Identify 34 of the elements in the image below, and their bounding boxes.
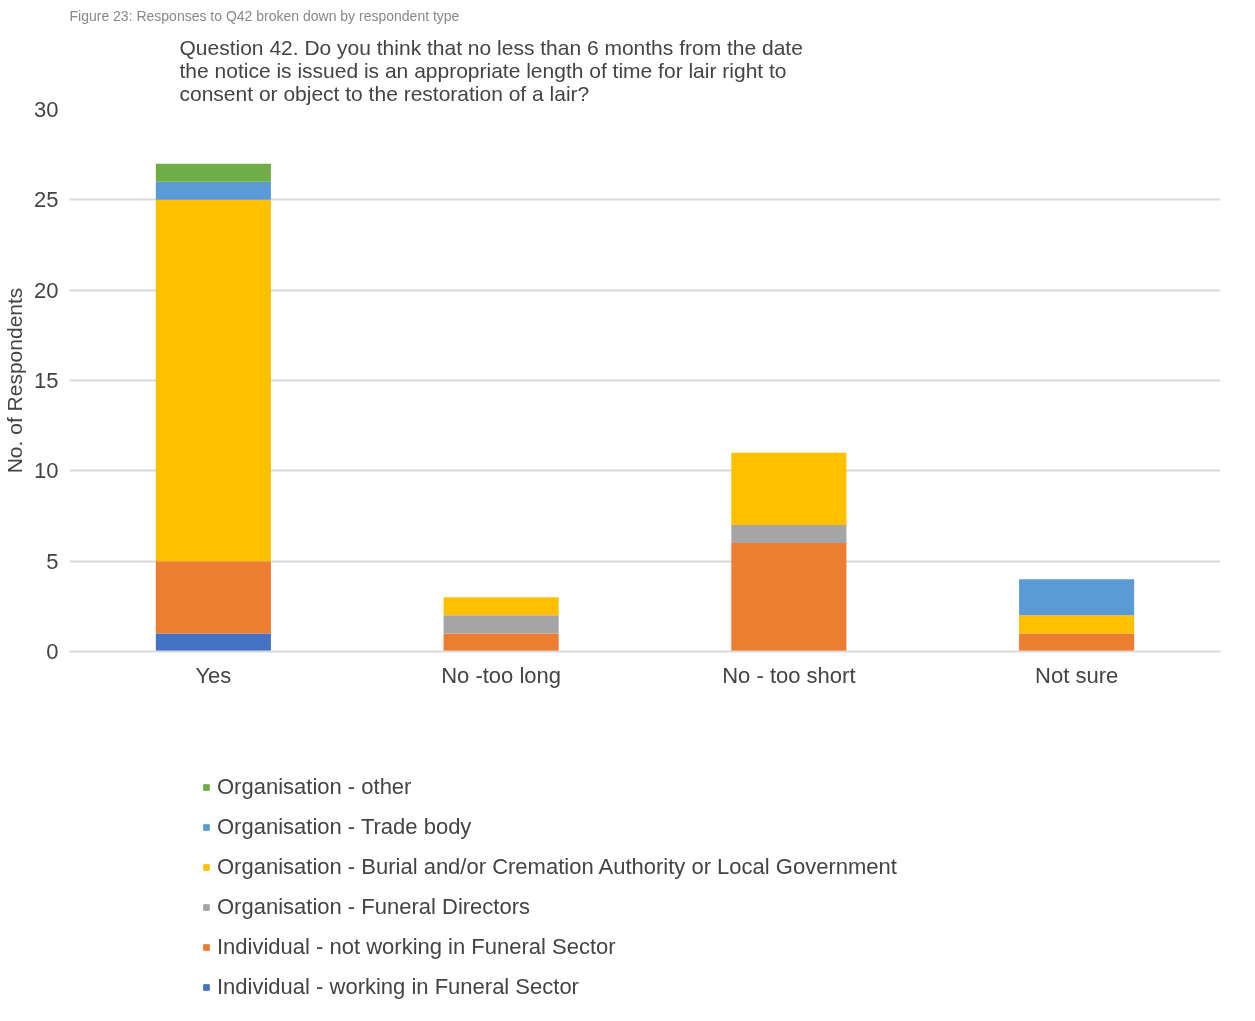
x-tick-label: Not sure [1035, 662, 1119, 688]
y-tick-label: 0 [46, 639, 59, 664]
caption: Figure 23: Responses to Q42 broken down by respondent type [69, 7, 460, 24]
legend-label: Organisation - Burial and/or Cremation Authority or Local Government [217, 854, 897, 880]
bar [731, 452, 847, 526]
bar [155, 633, 271, 652]
legend-label: Organisation - other [217, 774, 412, 800]
bar [731, 525, 847, 544]
y-axis-title: No. of Respondents [3, 287, 27, 474]
bar [155, 199, 271, 562]
legend-label: Organisation - Funeral Directors [217, 894, 531, 920]
chart-title: Question 42. Do you think that no less than 6 months from the date the notice is issued is an appropriate length of time for lair right to consent or object to the restoration of a lair? [179, 35, 803, 105]
y-tick-label: 20 [34, 277, 59, 303]
legend-label: Individual - working in Funeral Sector [217, 974, 579, 1000]
y-tick-label: 5 [46, 548, 59, 574]
bar [731, 543, 847, 652]
y-tick-label: 30 [34, 97, 59, 122]
legend-label: Individual - not working in Funeral Sector [217, 934, 616, 960]
y-tick-label: 25 [34, 187, 59, 213]
y-tick-label: 15 [34, 368, 59, 393]
legend-label: Organisation - Trade body [217, 814, 472, 840]
x-tick-label: Yes [195, 662, 232, 688]
bar [443, 597, 559, 616]
bar [443, 615, 559, 634]
bar [155, 181, 271, 200]
bar [155, 561, 271, 634]
x-tick-label: No - too short [722, 662, 856, 688]
bar [1019, 633, 1135, 652]
bar [1019, 579, 1135, 616]
y-tick-label: 10 [34, 458, 59, 484]
x-tick-label: No -too long [441, 662, 562, 688]
bar [1019, 615, 1135, 634]
bar [155, 163, 271, 182]
bar [443, 633, 559, 652]
